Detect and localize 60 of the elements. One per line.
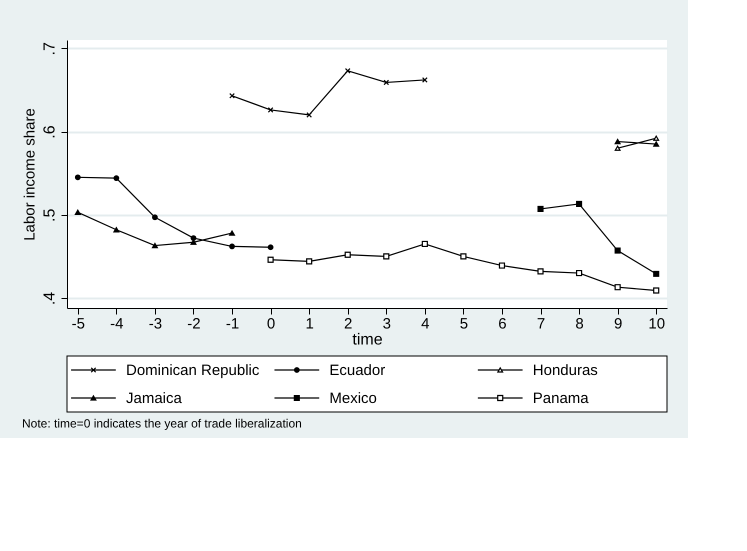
point	[306, 258, 312, 264]
point	[268, 244, 274, 250]
legend-label: Dominican Republic	[126, 362, 260, 379]
point	[460, 253, 466, 260]
x-tick-label: 3	[382, 316, 391, 332]
y-tick-label: .5	[42, 208, 58, 222]
x-tick-label: -1	[226, 316, 240, 332]
point	[537, 206, 544, 212]
point	[653, 141, 660, 147]
point	[74, 174, 81, 180]
x-tick-label: 2	[344, 316, 352, 332]
point	[306, 112, 312, 118]
point	[614, 138, 621, 144]
text: Note: time=0 indicates the year of trade liberalization	[22, 416, 302, 430]
y-axis-title: Labor income share	[22, 108, 38, 241]
legend-label: Panama	[532, 390, 590, 407]
point	[383, 253, 390, 260]
y-tick-label: .7	[42, 42, 58, 56]
point	[152, 242, 158, 248]
point	[576, 270, 582, 276]
point	[383, 80, 390, 86]
point	[152, 214, 158, 220]
point	[422, 240, 428, 248]
point	[653, 287, 660, 294]
point	[537, 268, 544, 274]
y-tick-label: .4	[42, 292, 58, 306]
point	[229, 244, 235, 250]
x-tick-label: 8	[575, 316, 584, 332]
x-tick-label: -5	[72, 316, 85, 332]
x-tick-label: 9	[614, 316, 622, 332]
y-tick-label: .6	[42, 125, 58, 139]
point	[653, 270, 660, 277]
x-tick-label: 0	[266, 316, 276, 332]
x-tick-label: -2	[187, 316, 201, 332]
point	[268, 256, 274, 263]
point	[614, 284, 621, 290]
point	[113, 175, 120, 182]
x-tick-label: 6	[498, 316, 507, 332]
point	[344, 68, 351, 74]
x-tick-label: -4	[110, 316, 124, 332]
x-tick-label: 1	[305, 316, 314, 332]
legend-label: Ecuador	[329, 362, 386, 379]
point	[190, 235, 196, 241]
point	[268, 107, 274, 113]
point	[614, 248, 621, 254]
x-axis-title: time	[352, 332, 383, 348]
point	[498, 262, 506, 269]
legend-label: Honduras	[532, 362, 598, 379]
x-tick-label: 4	[421, 316, 430, 332]
point	[229, 230, 236, 236]
legend-label: Jamaica	[126, 390, 182, 407]
point	[74, 210, 81, 215]
x-tick-label: 7	[536, 316, 546, 332]
x-tick-label: -3	[148, 316, 162, 332]
point	[576, 200, 582, 208]
legend-label: Mexico	[329, 390, 377, 407]
x-tick-label: 5	[460, 316, 468, 332]
x-tick-label: 10	[648, 316, 666, 332]
point	[113, 227, 120, 232]
point	[344, 252, 351, 258]
